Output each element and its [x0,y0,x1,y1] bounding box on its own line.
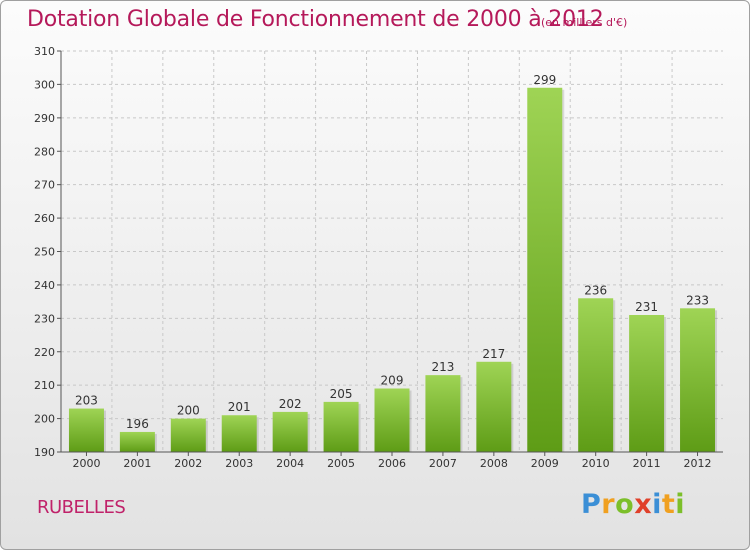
data-label: 217 [482,347,505,361]
y-tick-label: 260 [34,212,55,225]
logo-letter: t [661,489,676,520]
y-tick-label: 280 [34,145,55,158]
bar-2009 [527,87,563,452]
bar-2003 [221,415,257,452]
bar-2012 [680,308,716,452]
data-label: 200 [177,404,200,418]
data-label: 233 [686,293,709,307]
logo-letter: o [615,489,635,520]
bar-2000 [68,408,104,452]
bar-2007 [425,375,461,452]
logo-letter: x [634,489,653,520]
x-tick-label: 2012 [684,457,712,470]
x-tick-label: 2006 [378,457,406,470]
data-label: 299 [533,73,556,87]
bar-2006 [374,388,410,452]
data-label: 201 [228,400,251,414]
proxiti-logo[interactable]: Proxiti [581,489,685,520]
x-tick-label: 2000 [72,457,100,470]
bar-2011 [629,314,665,452]
bar-2001 [119,431,155,452]
y-tick-label: 190 [34,446,55,459]
data-label: 236 [584,283,607,297]
logo-letter: i [652,489,662,520]
y-tick-label: 270 [34,179,55,192]
bars: 203 196 200 201 202 205 209 213 217 299 236 231 233 [68,73,718,452]
data-label: 205 [330,387,353,401]
x-tick-label: 2001 [123,457,151,470]
y-tick-label: 240 [34,279,55,292]
y-tick-label: 310 [34,45,55,58]
chart-unit: (en milliers d'€) [541,16,628,29]
y-tick-label: 220 [34,346,55,359]
y-tick-label: 290 [34,112,55,125]
axes: 190 200 210 220 230 240 250 260 270 280 290 300 310 2… [34,45,723,470]
bar-2005 [323,401,359,452]
data-label: 231 [635,300,658,314]
data-label: 196 [126,417,149,431]
chart-title: Dotation Globale de Fonctionnement de 20… [27,7,604,32]
x-tick-label: 2011 [633,457,661,470]
data-label: 202 [279,397,302,411]
data-label: 213 [431,360,454,374]
x-tick-label: 2008 [480,457,508,470]
y-tick-label: 300 [34,78,55,91]
bar-2002 [170,418,206,452]
x-tick-label: 2010 [582,457,610,470]
bar-2008 [476,361,512,452]
logo-letter: r [601,489,616,520]
bar-2010 [578,298,614,452]
y-tick-label: 230 [34,312,55,325]
data-label: 209 [381,374,404,388]
bar-2004 [272,411,308,452]
x-tick-label: 2009 [531,457,559,470]
x-tick-label: 2004 [276,457,304,470]
y-tick-label: 250 [34,246,55,259]
x-tick-label: 2007 [429,457,457,470]
logo-letter: P [581,489,602,520]
logo-letter: i [675,489,686,520]
commune-name: RUBELLES [37,497,126,518]
data-label: 203 [75,394,98,408]
x-tick-label: 2005 [327,457,355,470]
x-tick-label: 2003 [225,457,253,470]
y-tick-label: 210 [34,379,55,392]
x-tick-label: 2002 [174,457,202,470]
y-tick-label: 200 [34,413,55,426]
